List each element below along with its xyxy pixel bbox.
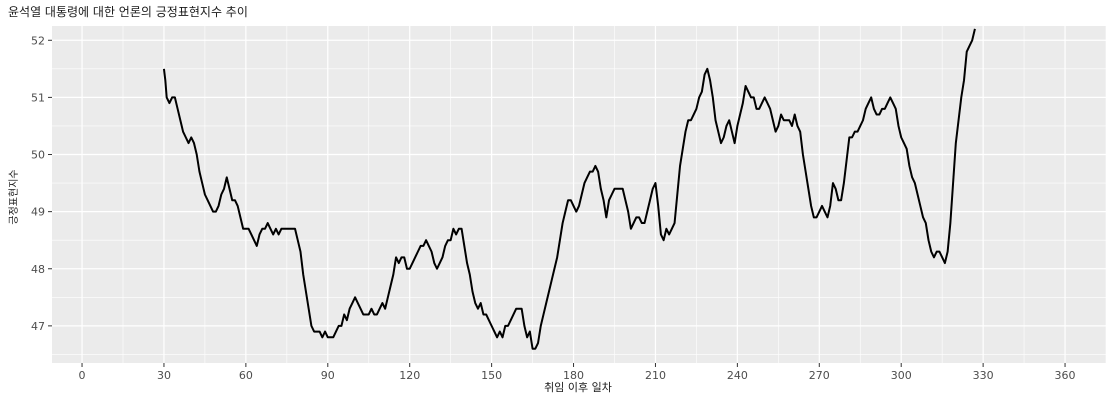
- x-tick-label: 150: [481, 369, 502, 382]
- y-axis-tick-labels: 47 48 49 50 51 52: [31, 34, 45, 333]
- series-line: [162, 28, 976, 350]
- x-tick-label: 90: [321, 369, 335, 382]
- x-tick-label: 60: [239, 369, 253, 382]
- x-tick-label: 0: [79, 369, 86, 382]
- x-axis-tick-labels: 0 30 60 90 120 150 180 210 240 270 300 330 360: [79, 369, 1076, 382]
- y-tick-label: 47: [31, 320, 45, 333]
- y-axis-title: 긍정표현지수: [8, 169, 20, 224]
- y-tick-label: 51: [31, 91, 45, 104]
- x-tick-label: 30: [157, 369, 171, 382]
- y-tick-label: 49: [31, 206, 45, 219]
- major-gridlines: [52, 26, 1106, 363]
- x-tick-label: 210: [645, 369, 666, 382]
- x-tick-label: 270: [809, 369, 830, 382]
- x-tick-label: 180: [563, 369, 584, 382]
- x-tick-label: 120: [399, 369, 420, 382]
- x-tick-label: 240: [727, 369, 748, 382]
- x-tick-label: 300: [891, 369, 912, 382]
- y-axis-ticks: [48, 39, 52, 327]
- x-tick-label: 330: [973, 369, 994, 382]
- y-tick-label: 52: [31, 34, 45, 47]
- y-tick-label: 50: [31, 149, 45, 162]
- x-tick-label: 360: [1055, 369, 1076, 382]
- y-tick-label: 48: [31, 263, 45, 276]
- plot-panel: [52, 26, 1106, 363]
- chart-title: 윤석열 대통령에 대한 언론의 긍정표현지수 추이: [8, 5, 248, 19]
- x-axis-title: 취임 이후 일차: [544, 380, 612, 394]
- minor-gridlines: [52, 26, 1107, 363]
- x-axis-ticks: [81, 363, 1066, 367]
